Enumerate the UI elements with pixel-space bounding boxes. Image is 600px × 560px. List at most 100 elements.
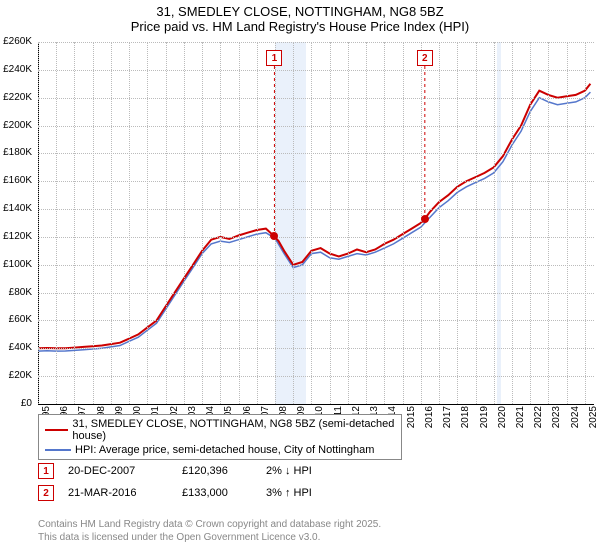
gridline-v	[530, 42, 531, 404]
legend-label: 31, SMEDLEY CLOSE, NOTTINGHAM, NG8 5BZ (…	[72, 418, 395, 442]
x-tick-label: 2020	[497, 406, 508, 436]
gridline-v	[366, 42, 367, 404]
x-tick-label: 2024	[570, 406, 581, 436]
gridline-h	[38, 98, 594, 99]
y-tick-label: £100K	[0, 259, 34, 270]
gridline-h	[38, 265, 594, 266]
y-tick-label: £120K	[0, 231, 34, 242]
gridline-v	[548, 42, 549, 404]
chart-marker-box: 2	[417, 50, 433, 66]
marker-table: 1 20-DEC-2007 £120,396 2% ↓ HPI 2 21-MAR-2016…	[38, 460, 346, 504]
gridline-v	[494, 42, 495, 404]
gridline-v	[147, 42, 148, 404]
legend-box: 31, SMEDLEY CLOSE, NOTTINGHAM, NG8 5BZ (…	[38, 414, 402, 460]
marker-diff: 2% ↓ HPI	[266, 465, 346, 477]
gridline-v	[311, 42, 312, 404]
marker-price: £133,000	[182, 487, 252, 499]
gridline-h	[38, 293, 594, 294]
y-tick-label: £20K	[0, 370, 34, 381]
x-tick-label: 2025	[588, 406, 599, 436]
gridline-v	[111, 42, 112, 404]
x-tick-label: 2023	[551, 406, 562, 436]
gridline-v	[403, 42, 404, 404]
y-tick-label: £180K	[0, 147, 34, 158]
gridline-v	[567, 42, 568, 404]
y-tick-label: £160K	[0, 175, 34, 186]
y-tick-label: £0	[0, 398, 34, 409]
gridline-h	[38, 209, 594, 210]
marker-num-box: 1	[38, 463, 54, 479]
y-tick-label: £200K	[0, 120, 34, 131]
gridline-v	[38, 42, 39, 404]
gridline-v	[439, 42, 440, 404]
x-axis-line	[38, 404, 594, 405]
gridline-v	[184, 42, 185, 404]
gridline-v	[585, 42, 586, 404]
gridline-h	[38, 126, 594, 127]
marker-num-box: 2	[38, 485, 54, 501]
x-tick-label: 2021	[515, 406, 526, 436]
x-tick-label: 2016	[424, 406, 435, 436]
title-line1: 31, SMEDLEY CLOSE, NOTTINGHAM, NG8 5BZ	[0, 4, 600, 19]
gridline-v	[457, 42, 458, 404]
chart-marker-box: 1	[266, 50, 282, 66]
plot-svg	[38, 42, 594, 404]
gridline-v	[166, 42, 167, 404]
legend-swatch	[45, 449, 71, 451]
gridline-h	[38, 70, 594, 71]
gridline-v	[220, 42, 221, 404]
y-tick-label: £140K	[0, 203, 34, 214]
marker-price: £120,396	[182, 465, 252, 477]
legend-swatch	[45, 429, 68, 431]
sale-dot	[421, 215, 429, 223]
y-tick-label: £60K	[0, 314, 34, 325]
gridline-v	[348, 42, 349, 404]
gridline-v	[129, 42, 130, 404]
x-tick-label: 2017	[442, 406, 453, 436]
marker-diff: 3% ↑ HPI	[266, 487, 346, 499]
gridline-v	[421, 42, 422, 404]
marker-row: 1 20-DEC-2007 £120,396 2% ↓ HPI	[38, 460, 346, 482]
series-line-blue	[38, 92, 590, 351]
gridline-v	[275, 42, 276, 404]
legend-row: HPI: Average price, semi-detached house,…	[45, 443, 395, 457]
x-tick-label: 2018	[460, 406, 471, 436]
gridline-v	[257, 42, 258, 404]
chart-container: 31, SMEDLEY CLOSE, NOTTINGHAM, NG8 5BZ P…	[0, 0, 600, 560]
gridline-v	[239, 42, 240, 404]
legend-row: 31, SMEDLEY CLOSE, NOTTINGHAM, NG8 5BZ (…	[45, 417, 395, 443]
gridline-h	[38, 153, 594, 154]
y-tick-label: £240K	[0, 64, 34, 75]
marker-date: 21-MAR-2016	[68, 487, 168, 499]
gridline-h	[38, 181, 594, 182]
y-tick-label: £40K	[0, 342, 34, 353]
series-line-red	[38, 84, 590, 349]
gridline-v	[293, 42, 294, 404]
x-tick-label: 2022	[533, 406, 544, 436]
title-block: 31, SMEDLEY CLOSE, NOTTINGHAM, NG8 5BZ P…	[0, 0, 600, 34]
gridline-v	[74, 42, 75, 404]
footnote-line1: Contains HM Land Registry data © Crown c…	[38, 518, 381, 531]
footnote: Contains HM Land Registry data © Crown c…	[38, 518, 381, 544]
gridline-v	[512, 42, 513, 404]
y-tick-label: £260K	[0, 36, 34, 47]
marker-row: 2 21-MAR-2016 £133,000 3% ↑ HPI	[38, 482, 346, 504]
chart-area: £0£20K£40K£60K£80K£100K£120K£140K£160K£1…	[38, 42, 594, 404]
sale-dot	[270, 232, 278, 240]
footnote-line2: This data is licensed under the Open Gov…	[38, 531, 381, 544]
gridline-v	[56, 42, 57, 404]
gridline-v	[330, 42, 331, 404]
y-tick-label: £220K	[0, 92, 34, 103]
gridline-v	[476, 42, 477, 404]
x-tick-label: 2015	[406, 406, 417, 436]
gridline-h	[38, 376, 594, 377]
gridline-v	[202, 42, 203, 404]
marker-date: 20-DEC-2007	[68, 465, 168, 477]
legend-label: HPI: Average price, semi-detached house,…	[75, 444, 374, 456]
gridline-v	[384, 42, 385, 404]
title-line2: Price paid vs. HM Land Registry's House …	[0, 19, 600, 34]
gridline-v	[93, 42, 94, 404]
gridline-h	[38, 348, 594, 349]
gridline-h	[38, 42, 594, 43]
gridline-h	[38, 320, 594, 321]
